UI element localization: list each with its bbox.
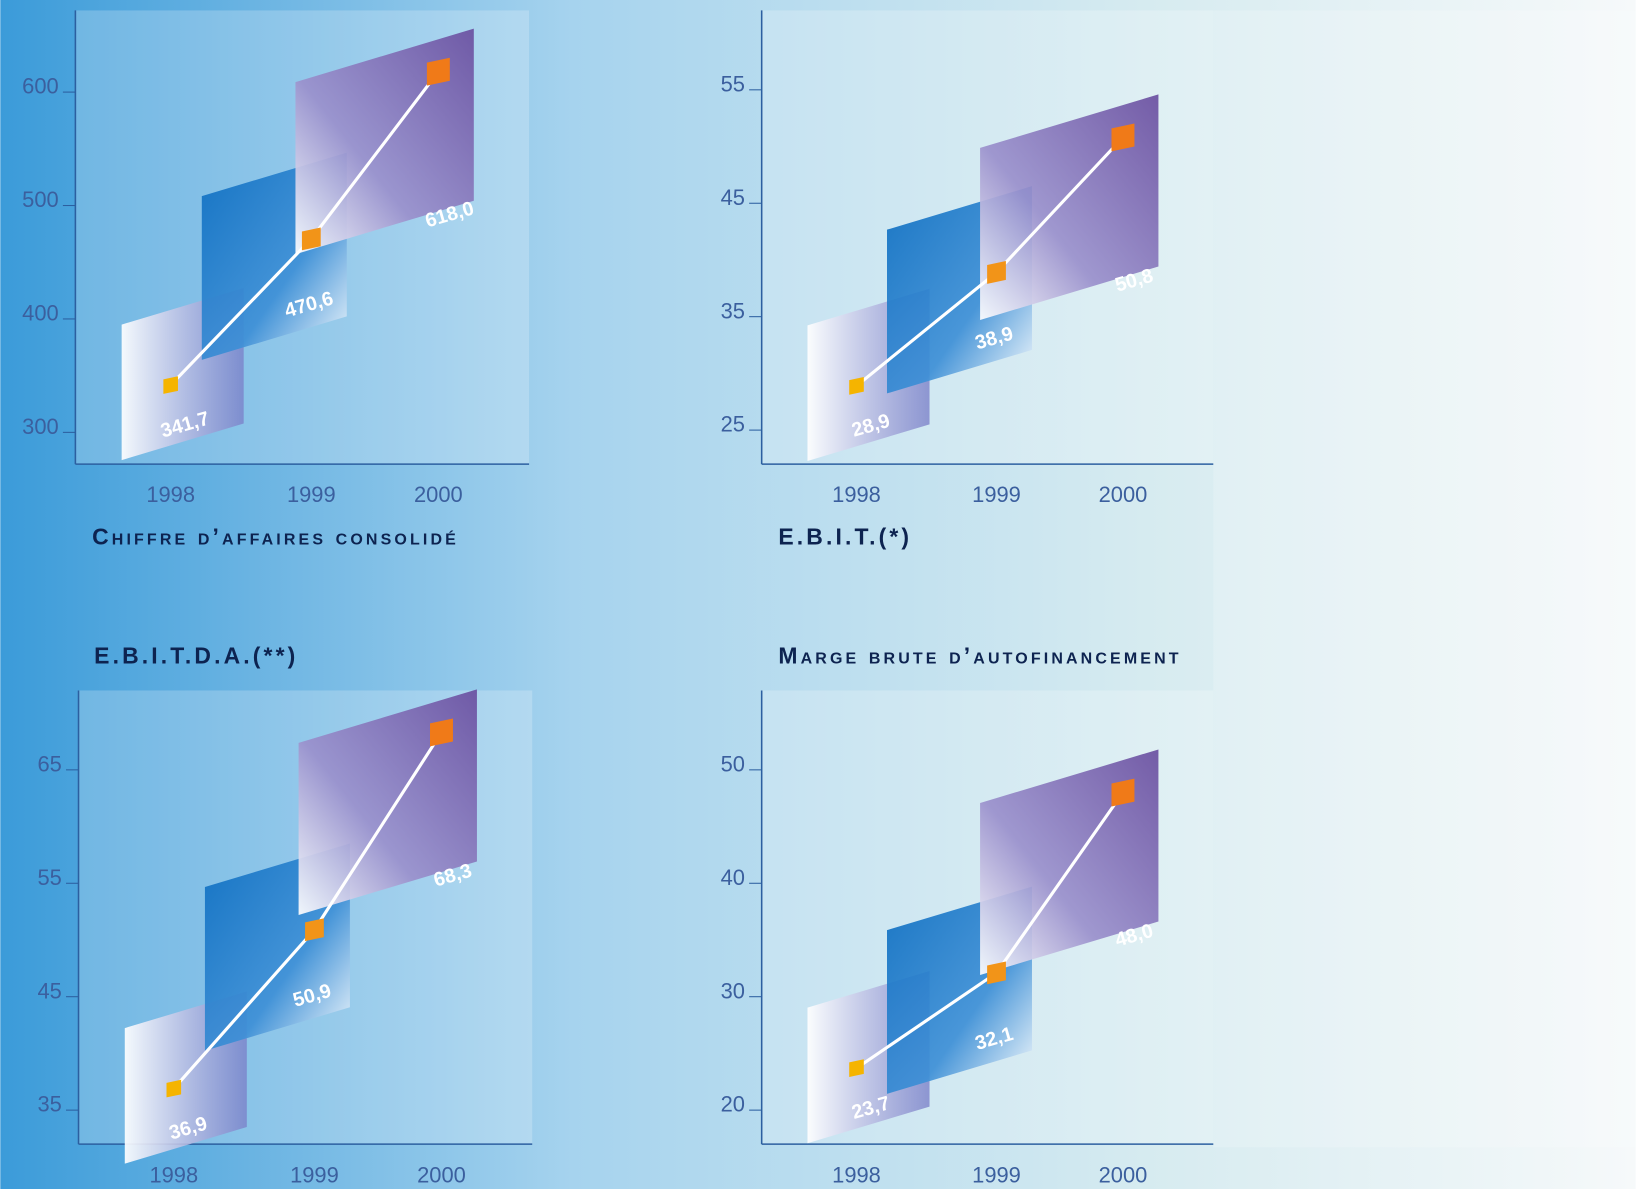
- y-tick-label: 45: [721, 185, 745, 210]
- y-tick-label: 55: [37, 865, 61, 890]
- y-tick-label: 20: [721, 1092, 745, 1117]
- x-tick-label: 1998: [832, 482, 881, 507]
- data-point: [987, 961, 1006, 985]
- data-point: [987, 261, 1006, 284]
- chart-title: E.B.I.T.(*): [778, 523, 912, 549]
- y-tick-label: 30: [721, 978, 745, 1003]
- x-tick-label: 1998: [146, 482, 195, 507]
- x-tick-label: 1999: [972, 1162, 1021, 1187]
- panel: [1213, 10, 1636, 1148]
- x-tick-label: 1999: [972, 482, 1021, 507]
- data-point: [849, 1059, 864, 1078]
- data-point: [1111, 778, 1135, 807]
- y-tick-label: 40: [721, 865, 745, 890]
- y-tick-label: 50: [721, 751, 745, 776]
- y-tick-label: 400: [22, 301, 59, 326]
- y-tick-label: 45: [37, 978, 61, 1003]
- data-point: [163, 376, 178, 394]
- chart-title: E.B.I.T.D.A.(**): [94, 642, 298, 668]
- x-tick-label: 1998: [832, 1162, 881, 1187]
- x-tick-label: 2000: [1099, 482, 1148, 507]
- x-tick-label: 2000: [417, 1162, 466, 1187]
- x-tick-label: 1999: [290, 1162, 339, 1187]
- data-point: [430, 718, 453, 747]
- data-point: [426, 57, 450, 86]
- y-tick-label: 600: [22, 74, 59, 99]
- x-tick-label: 2000: [1099, 1162, 1148, 1187]
- chart-title: Chiffre d’affaires consolidé: [92, 523, 459, 549]
- data-point: [305, 918, 324, 942]
- y-tick-label: 35: [37, 1092, 61, 1117]
- y-tick-label: 25: [721, 412, 745, 437]
- chart-title: Marge brute d’autofinancement: [778, 642, 1181, 668]
- data-point: [166, 1079, 182, 1098]
- y-tick-label: 65: [37, 751, 61, 776]
- y-tick-label: 300: [22, 414, 59, 439]
- x-tick-label: 1999: [287, 482, 336, 507]
- data-point: [1111, 123, 1135, 152]
- data-point: [301, 227, 321, 251]
- x-tick-label: 2000: [414, 482, 463, 507]
- y-tick-label: 500: [22, 187, 59, 212]
- x-tick-label: 1998: [149, 1162, 198, 1187]
- y-tick-label: 55: [721, 71, 745, 96]
- data-point: [849, 377, 864, 395]
- y-tick-label: 35: [721, 298, 745, 323]
